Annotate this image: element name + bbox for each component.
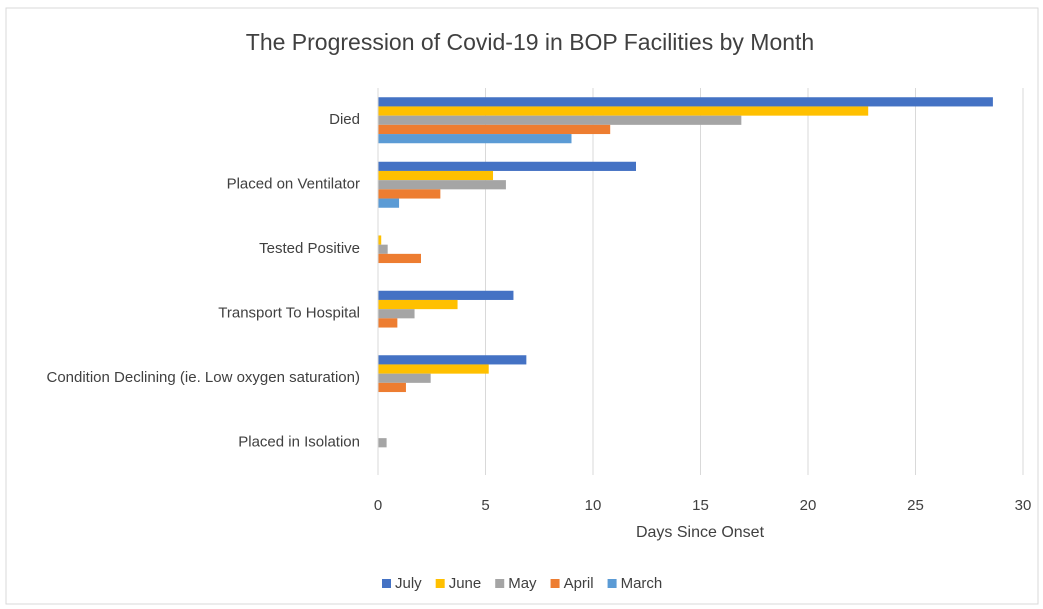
bar [378,244,388,254]
x-tick-label: 25 [907,497,924,514]
legend-label: March [621,575,663,592]
x-tick-label: 0 [374,497,382,514]
bar [378,198,400,208]
legend-swatch [435,579,445,588]
bar [378,180,506,190]
y-tick-label: Transport To Hospital [218,305,360,322]
legend-label: April [564,575,594,592]
x-tick-label: 20 [800,497,817,514]
legend-swatch [550,579,560,588]
y-tick-label: Tested Positive [259,240,360,257]
bar [378,438,387,448]
x-tick-label: 30 [1015,497,1032,514]
bar [378,170,494,181]
bar [378,97,993,107]
bar [378,134,572,144]
bar [378,355,527,365]
bar [378,124,611,135]
x-tick-label: 5 [481,497,489,514]
legend-swatch [382,579,391,588]
chart-title: The Progression of Covid-19 in BOP Facil… [246,29,814,55]
bar [378,373,431,383]
legend-label: June [449,575,482,592]
legend-label: July [395,575,422,592]
y-tick-label: Condition Declining (ie. Low oxygen satu… [46,369,360,386]
x-axis-label: Days Since Onset [636,524,765,541]
bar [378,382,406,393]
bar [378,161,636,171]
y-tick-label: Placed on Ventilator [227,176,360,193]
bar [378,253,421,264]
legend-swatch [495,579,505,588]
bar [378,235,382,245]
bar [378,364,489,374]
bar [378,299,458,310]
y-tick-label: Died [329,111,360,128]
x-tick-label: 15 [692,497,709,514]
x-tick-label: 10 [585,497,602,514]
y-tick-label: Placed in Isolation [238,434,360,451]
bar [378,290,514,300]
legend-label: May [508,575,537,592]
legend-swatch [607,579,617,588]
bar [378,106,869,116]
bar [378,318,398,328]
bar [378,115,742,125]
bar [378,309,415,319]
bar [378,189,441,199]
